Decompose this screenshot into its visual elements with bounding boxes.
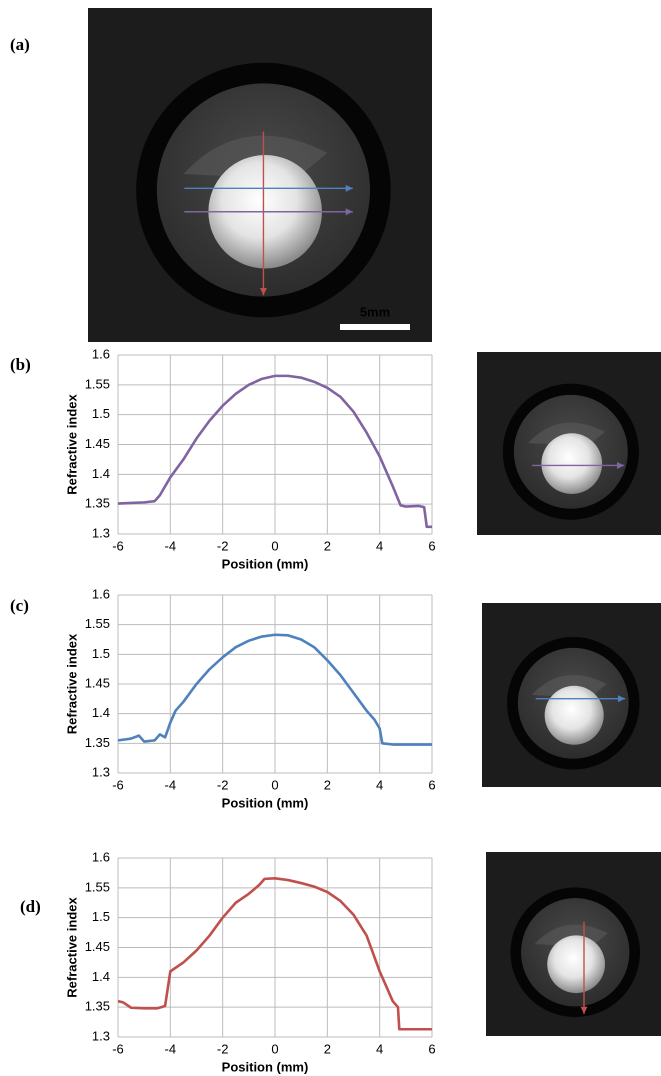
x-tick-label: 2	[324, 1041, 331, 1056]
tube-wall	[502, 383, 639, 520]
y-tick-label: 1.4	[92, 969, 110, 984]
arrow-head	[616, 461, 625, 469]
y-tick-label: 1.45	[85, 675, 110, 690]
image-panel	[477, 352, 661, 535]
data-line	[117, 876, 432, 1031]
y-tick-label: 1.3	[92, 525, 110, 540]
lens	[541, 433, 603, 494]
y-tick-label: 1.5	[92, 646, 110, 661]
y-tick-label: 1.6	[92, 346, 110, 361]
lens	[544, 685, 604, 745]
panel-label: (c)	[10, 596, 29, 615]
x-tick-label: -6	[112, 1041, 124, 1056]
image-panel	[486, 852, 661, 1036]
x-axis-title: Position (mm)	[222, 556, 309, 571]
data-line	[117, 633, 432, 746]
x-tick-label: 0	[271, 1041, 278, 1056]
tube-wall	[510, 887, 640, 1018]
y-tick-label: 1.3	[92, 1028, 110, 1043]
y-tick-label: 1.45	[85, 436, 110, 451]
y-tick-label: 1.6	[92, 849, 110, 864]
y-axis-title: Refractive index	[64, 394, 79, 495]
data-line	[117, 374, 432, 529]
arrow-head	[580, 1006, 588, 1014]
arrow-head	[345, 184, 353, 192]
x-tick-label: -2	[217, 1041, 229, 1056]
x-tick-label: 2	[324, 538, 331, 553]
y-tick-label: 1.45	[85, 939, 110, 954]
x-tick-label: -2	[217, 777, 229, 792]
y-axis-title: Refractive index	[64, 633, 79, 734]
tube-wall	[136, 62, 391, 318]
y-tick-label: 1.6	[92, 586, 110, 601]
y-tick-label: 1.55	[85, 879, 110, 894]
scale-bar	[340, 324, 410, 330]
x-tick-label: -6	[112, 777, 124, 792]
x-tick-label: 6	[428, 538, 435, 553]
x-tick-label: 4	[376, 1041, 383, 1056]
tube-wall	[507, 637, 640, 770]
y-tick-label: 1.4	[92, 466, 110, 481]
lens	[547, 935, 605, 994]
x-tick-label: -4	[165, 1041, 177, 1056]
panel-label: (b)	[10, 355, 31, 374]
arrow-head	[617, 695, 626, 703]
x-tick-label: 0	[271, 538, 278, 553]
image-panel	[482, 603, 661, 787]
y-tick-label: 1.35	[85, 496, 110, 511]
x-tick-label: -4	[165, 777, 177, 792]
image-panel: 5mm	[88, 8, 432, 342]
x-tick-label: 6	[428, 1041, 435, 1056]
x-tick-label: -6	[112, 538, 124, 553]
x-tick-label: 2	[324, 777, 331, 792]
x-tick-label: 0	[271, 777, 278, 792]
y-tick-label: 1.5	[92, 909, 110, 924]
scale-bar-label: 5mm	[360, 304, 390, 319]
y-tick-label: 1.3	[92, 764, 110, 779]
y-tick-label: 1.55	[85, 616, 110, 631]
y-tick-label: 1.35	[85, 735, 110, 750]
panel-label: (a)	[10, 35, 30, 54]
x-tick-label: 4	[376, 538, 383, 553]
x-tick-label: -2	[217, 538, 229, 553]
x-tick-label: -4	[165, 538, 177, 553]
arrow-head	[259, 288, 267, 296]
x-tick-label: 6	[428, 777, 435, 792]
x-axis-title: Position (mm)	[222, 1059, 309, 1074]
arrow-head	[345, 208, 353, 216]
x-axis-title: Position (mm)	[222, 795, 309, 810]
y-tick-label: 1.35	[85, 999, 110, 1014]
x-tick-label: 4	[376, 777, 383, 792]
y-tick-label: 1.55	[85, 376, 110, 391]
panel-label: (d)	[20, 897, 41, 916]
y-axis-title: Refractive index	[64, 897, 79, 998]
y-tick-label: 1.5	[92, 406, 110, 421]
y-tick-label: 1.4	[92, 705, 110, 720]
